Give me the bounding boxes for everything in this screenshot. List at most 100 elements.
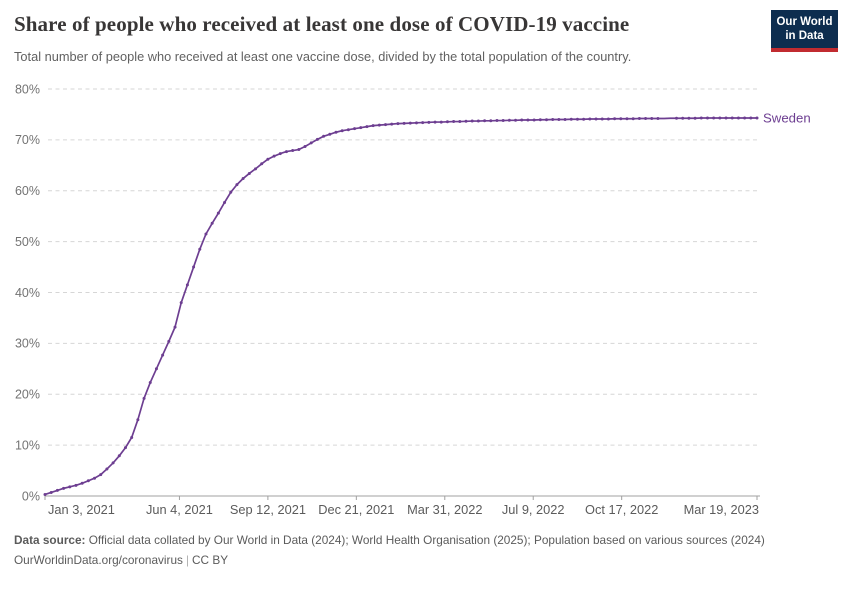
- data-point-marker[interactable]: [111, 461, 115, 465]
- data-point-marker[interactable]: [353, 127, 357, 131]
- data-point-marker[interactable]: [402, 121, 406, 125]
- data-point-marker[interactable]: [743, 116, 747, 120]
- data-point-marker[interactable]: [749, 116, 753, 120]
- data-point-marker[interactable]: [569, 117, 573, 121]
- data-point-marker[interactable]: [625, 117, 629, 121]
- data-point-marker[interactable]: [297, 148, 301, 152]
- data-point-marker[interactable]: [241, 177, 245, 181]
- data-point-marker[interactable]: [545, 118, 548, 122]
- data-point-marker[interactable]: [210, 221, 214, 225]
- data-point-marker[interactable]: [161, 353, 165, 357]
- data-point-marker[interactable]: [464, 119, 468, 123]
- data-point-marker[interactable]: [414, 121, 418, 125]
- data-point-marker[interactable]: [730, 116, 734, 120]
- data-point-marker[interactable]: [650, 117, 654, 121]
- data-point-marker[interactable]: [43, 492, 47, 496]
- data-point-marker[interactable]: [99, 473, 103, 477]
- data-point-marker[interactable]: [328, 132, 332, 136]
- data-point-marker[interactable]: [619, 117, 623, 121]
- entity-label-sweden[interactable]: Sweden: [763, 110, 811, 125]
- data-point-marker[interactable]: [123, 446, 127, 450]
- data-point-marker[interactable]: [291, 149, 295, 153]
- data-point-marker[interactable]: [173, 325, 177, 329]
- data-point-marker[interactable]: [192, 265, 196, 269]
- data-point-marker[interactable]: [588, 117, 592, 121]
- data-point-marker[interactable]: [445, 120, 449, 124]
- data-point-marker[interactable]: [470, 119, 474, 123]
- data-point-marker[interactable]: [495, 119, 499, 123]
- data-point-marker[interactable]: [74, 483, 78, 487]
- data-point-marker[interactable]: [384, 123, 388, 127]
- data-point-marker[interactable]: [532, 118, 536, 122]
- data-point-marker[interactable]: [223, 200, 227, 204]
- data-point-marker[interactable]: [687, 116, 691, 120]
- data-point-marker[interactable]: [167, 339, 171, 343]
- data-point-marker[interactable]: [371, 124, 375, 128]
- data-point-marker[interactable]: [514, 118, 518, 122]
- data-point-marker[interactable]: [68, 485, 72, 489]
- data-point-marker[interactable]: [142, 396, 146, 400]
- data-point-marker[interactable]: [334, 130, 338, 134]
- series-sweden[interactable]: [43, 116, 759, 496]
- data-point-marker[interactable]: [62, 486, 66, 490]
- data-point-marker[interactable]: [204, 232, 208, 236]
- data-point-marker[interactable]: [365, 125, 369, 129]
- owid-logo[interactable]: Our World in Data: [771, 10, 838, 52]
- data-point-marker[interactable]: [656, 117, 660, 121]
- data-point-marker[interactable]: [260, 162, 264, 166]
- data-point-marker[interactable]: [309, 141, 313, 145]
- data-point-marker[interactable]: [390, 122, 394, 126]
- data-point-marker[interactable]: [476, 119, 480, 123]
- data-point-marker[interactable]: [266, 157, 270, 161]
- data-point-marker[interactable]: [377, 123, 381, 127]
- data-point-marker[interactable]: [359, 126, 363, 130]
- data-point-marker[interactable]: [284, 150, 288, 154]
- data-point-marker[interactable]: [736, 116, 740, 120]
- data-point-marker[interactable]: [216, 211, 220, 215]
- data-point-marker[interactable]: [631, 117, 635, 121]
- data-point-marker[interactable]: [254, 167, 257, 171]
- data-point-marker[interactable]: [154, 367, 158, 371]
- data-point-marker[interactable]: [526, 118, 530, 122]
- data-point-marker[interactable]: [507, 118, 511, 122]
- data-point-marker[interactable]: [303, 144, 307, 148]
- coronavirus-page-link[interactable]: OurWorldinData.org/coronavirus: [14, 553, 183, 568]
- data-point-marker[interactable]: [427, 120, 431, 124]
- data-point-marker[interactable]: [724, 116, 728, 120]
- data-point-marker[interactable]: [681, 116, 685, 120]
- data-point-marker[interactable]: [606, 117, 610, 121]
- data-point-marker[interactable]: [229, 190, 233, 194]
- data-point-marker[interactable]: [538, 118, 542, 122]
- data-point-marker[interactable]: [551, 118, 555, 122]
- data-point-marker[interactable]: [755, 116, 759, 120]
- data-point-marker[interactable]: [637, 117, 641, 121]
- data-point-marker[interactable]: [247, 171, 251, 175]
- data-point-marker[interactable]: [483, 119, 487, 123]
- data-point-marker[interactable]: [346, 128, 350, 132]
- data-point-marker[interactable]: [520, 118, 524, 122]
- data-point-marker[interactable]: [235, 183, 239, 187]
- data-point-marker[interactable]: [117, 454, 121, 458]
- data-point-marker[interactable]: [644, 117, 648, 121]
- data-point-marker[interactable]: [718, 116, 722, 120]
- data-point-marker[interactable]: [105, 467, 109, 471]
- data-point-marker[interactable]: [705, 116, 709, 120]
- data-point-marker[interactable]: [136, 418, 140, 422]
- data-point-marker[interactable]: [396, 122, 400, 126]
- series-line[interactable]: [44, 117, 758, 496]
- data-point-marker[interactable]: [340, 129, 344, 133]
- data-point-marker[interactable]: [575, 117, 579, 121]
- data-point-marker[interactable]: [148, 381, 152, 385]
- data-point-marker[interactable]: [439, 120, 443, 124]
- data-point-marker[interactable]: [55, 488, 59, 492]
- data-point-marker[interactable]: [179, 301, 183, 305]
- data-point-marker[interactable]: [49, 490, 53, 494]
- data-point-marker[interactable]: [699, 116, 703, 120]
- data-point-marker[interactable]: [272, 154, 276, 158]
- data-point-marker[interactable]: [458, 120, 462, 124]
- data-point-marker[interactable]: [693, 116, 697, 120]
- data-point-marker[interactable]: [93, 476, 97, 480]
- data-point-marker[interactable]: [86, 479, 90, 483]
- data-point-marker[interactable]: [278, 152, 282, 156]
- data-point-marker[interactable]: [185, 283, 189, 287]
